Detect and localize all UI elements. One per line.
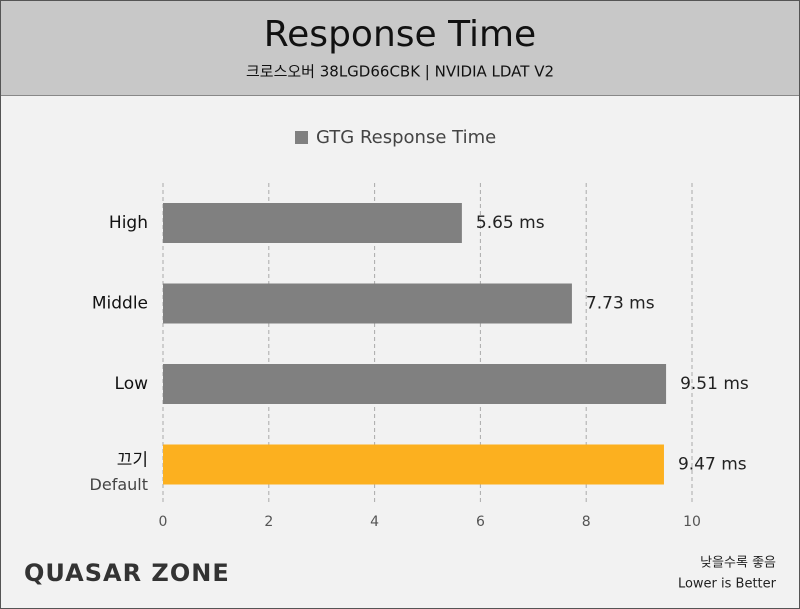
data-label: 5.65 ms xyxy=(476,213,545,233)
x-tick-label: 10 xyxy=(683,514,701,530)
header-band xyxy=(0,0,800,95)
bar xyxy=(163,203,462,243)
x-tick-label: 6 xyxy=(476,514,485,530)
y-tick-label: Low xyxy=(115,374,149,394)
annotation: 낮을수록 좋음 xyxy=(700,556,776,571)
y-tick-label: Middle xyxy=(92,294,148,314)
x-tick-label: 2 xyxy=(264,514,273,530)
x-tick-label: 0 xyxy=(159,514,168,530)
chart-subtitle: 크로스오버 38LGD66CBK | NVIDIA LDAT V2 xyxy=(246,63,554,81)
y-tick-sublabel: Default xyxy=(90,475,148,494)
data-label: 7.73 ms xyxy=(586,294,655,314)
x-tick-label: 4 xyxy=(370,514,379,530)
watermark: QUASAR ZONE xyxy=(24,559,230,587)
x-tick-label: 8 xyxy=(582,514,591,530)
bar xyxy=(163,283,572,324)
y-tick-label: High xyxy=(109,213,148,233)
annotation: Lower is Better xyxy=(678,577,777,592)
data-label: 9.47 ms xyxy=(678,455,747,475)
legend-label: GTG Response Time xyxy=(316,127,496,148)
bar xyxy=(163,364,667,404)
y-tick-label: 끄기 xyxy=(117,451,148,471)
bar xyxy=(163,444,664,485)
legend-swatch xyxy=(295,131,308,144)
chart-title: Response Time xyxy=(264,14,536,55)
data-label: 9.51 ms xyxy=(680,374,749,394)
